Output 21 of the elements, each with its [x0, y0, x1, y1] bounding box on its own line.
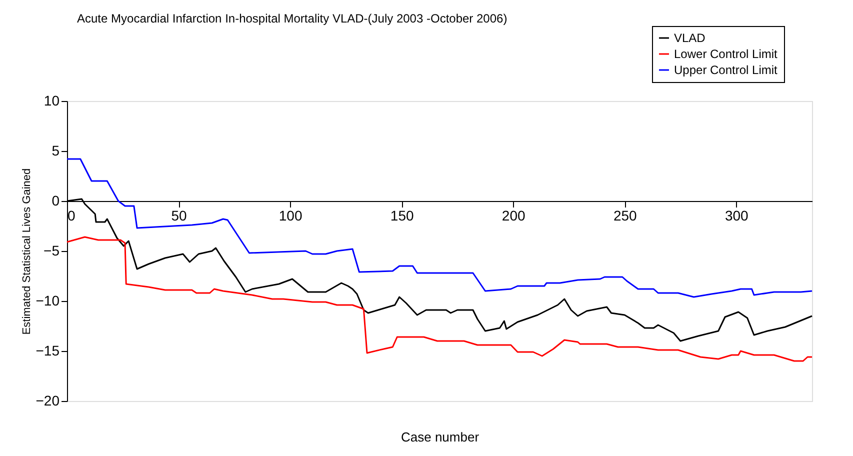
y-tick-label: 5 [52, 142, 60, 158]
legend-label: Lower Control Limit [674, 47, 778, 61]
y-axis-title: Estimated Statistical Lives Gained [20, 168, 33, 335]
y-tick-label: −10 [36, 292, 60, 308]
x-tick-label: 300 [724, 208, 749, 224]
x-tick-label: 200 [502, 208, 526, 224]
legend-label: Upper Control Limit [674, 63, 778, 77]
x-tick-label: 100 [278, 208, 302, 224]
x-axis-title: Case number [400, 430, 480, 444]
x-tick-label: 150 [390, 208, 414, 224]
y-tick-label: −5 [44, 242, 60, 258]
x-tick-label: 50 [171, 208, 188, 224]
x-tick-label: 0 [68, 208, 76, 224]
x-tick-label: 250 [613, 208, 638, 224]
y-tick-label: −15 [36, 342, 60, 358]
line-series [66, 236, 813, 362]
chart-title: Acute Myocardial Infarction In-hospital Mortality VLAD-(July 2003 -October 2006) [77, 12, 508, 26]
legend-label: VLAD [674, 31, 706, 45]
y-tick-label: 0 [52, 192, 60, 208]
y-tick-label: 10 [44, 92, 60, 108]
y-tick-label: −20 [36, 392, 60, 408]
